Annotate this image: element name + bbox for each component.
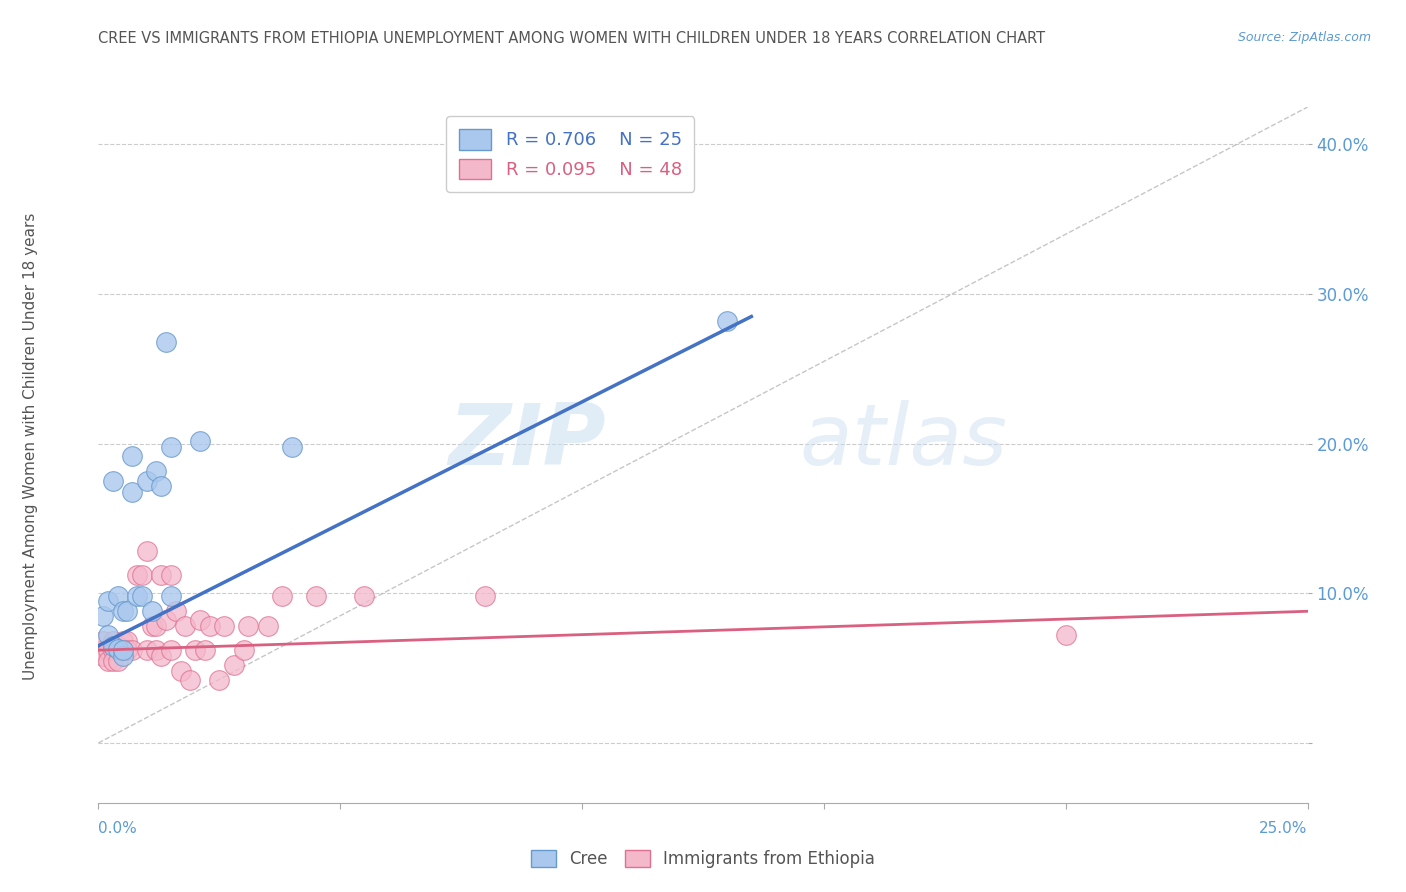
Point xyxy=(222,658,245,673)
Point xyxy=(111,643,134,657)
Point xyxy=(194,643,217,657)
Point xyxy=(188,613,211,627)
Point xyxy=(160,590,183,604)
Point xyxy=(97,594,120,608)
Point xyxy=(111,643,134,657)
Point xyxy=(150,568,173,582)
Point xyxy=(281,440,304,454)
Point xyxy=(141,619,163,633)
Point xyxy=(145,643,167,657)
Point xyxy=(145,464,167,478)
Point xyxy=(107,654,129,668)
Text: atlas: atlas xyxy=(800,400,1008,483)
Point xyxy=(101,474,124,488)
Point xyxy=(1054,628,1077,642)
Point xyxy=(117,643,139,657)
Point xyxy=(141,604,163,618)
Point xyxy=(91,608,114,623)
Point xyxy=(155,613,177,627)
Text: CREE VS IMMIGRANTS FROM ETHIOPIA UNEMPLOYMENT AMONG WOMEN WITH CHILDREN UNDER 18: CREE VS IMMIGRANTS FROM ETHIOPIA UNEMPLO… xyxy=(98,31,1046,46)
Point xyxy=(353,590,375,604)
Point xyxy=(127,568,149,582)
Text: Source: ZipAtlas.com: Source: ZipAtlas.com xyxy=(1237,31,1371,45)
Point xyxy=(107,641,129,656)
Point xyxy=(212,619,235,633)
Text: Unemployment Among Women with Children Under 18 years: Unemployment Among Women with Children U… xyxy=(24,212,38,680)
Point xyxy=(111,634,134,648)
Point xyxy=(111,643,134,657)
Point xyxy=(198,619,221,633)
Point xyxy=(97,628,120,642)
Point xyxy=(271,590,294,604)
Point xyxy=(188,434,211,448)
Point xyxy=(117,604,139,618)
Point xyxy=(174,619,197,633)
Point xyxy=(121,449,143,463)
Point xyxy=(135,474,157,488)
Point xyxy=(256,619,278,633)
Point xyxy=(91,643,114,657)
Legend: R = 0.706    N = 25, R = 0.095    N = 48: R = 0.706 N = 25, R = 0.095 N = 48 xyxy=(446,116,695,192)
Point xyxy=(97,643,120,657)
Point xyxy=(238,619,260,633)
Point xyxy=(716,314,738,328)
Point xyxy=(91,649,114,664)
Point xyxy=(121,643,143,657)
Point xyxy=(101,639,124,653)
Point xyxy=(150,649,173,664)
Point xyxy=(131,568,153,582)
Point xyxy=(111,604,134,618)
Point xyxy=(91,634,114,648)
Point xyxy=(107,590,129,604)
Point xyxy=(135,544,157,558)
Point xyxy=(131,590,153,604)
Point xyxy=(208,673,231,687)
Point xyxy=(97,654,120,668)
Point xyxy=(169,664,191,678)
Point xyxy=(111,649,134,664)
Text: ZIP: ZIP xyxy=(449,400,606,483)
Point xyxy=(474,590,496,604)
Point xyxy=(127,590,149,604)
Point xyxy=(121,484,143,499)
Point xyxy=(160,643,183,657)
Text: 0.0%: 0.0% xyxy=(98,821,138,836)
Text: 25.0%: 25.0% xyxy=(1260,821,1308,836)
Point xyxy=(117,634,139,648)
Point xyxy=(101,634,124,648)
Point xyxy=(107,639,129,653)
Point xyxy=(135,643,157,657)
Point xyxy=(305,590,328,604)
Point xyxy=(101,654,124,668)
Point xyxy=(145,619,167,633)
Point xyxy=(179,673,201,687)
Point xyxy=(160,440,183,454)
Point xyxy=(160,568,183,582)
Point xyxy=(155,334,177,349)
Point xyxy=(184,643,207,657)
Point xyxy=(150,478,173,492)
Legend: Cree, Immigrants from Ethiopia: Cree, Immigrants from Ethiopia xyxy=(524,843,882,875)
Point xyxy=(101,643,124,657)
Point xyxy=(165,604,187,618)
Point xyxy=(107,643,129,657)
Point xyxy=(232,643,254,657)
